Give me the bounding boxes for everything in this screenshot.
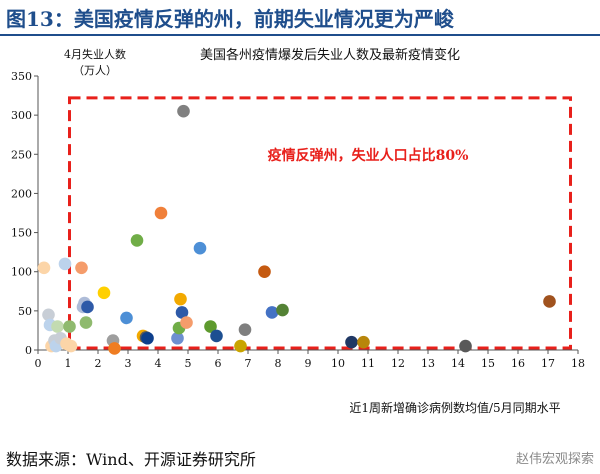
x-tick-label: 16 bbox=[511, 357, 525, 370]
x-tick-label: 6 bbox=[215, 357, 222, 370]
data-point bbox=[81, 300, 94, 314]
x-tick-label: 7 bbox=[245, 357, 252, 370]
x-tick-label: 8 bbox=[275, 357, 282, 370]
data-point bbox=[276, 303, 289, 317]
data-point bbox=[51, 320, 64, 333]
x-tick-label: 3 bbox=[125, 357, 132, 370]
data-point bbox=[97, 286, 111, 300]
data-point bbox=[357, 335, 370, 349]
data-point bbox=[171, 331, 184, 345]
x-tick-label: 4 bbox=[155, 357, 162, 370]
data-point bbox=[175, 306, 189, 319]
data-point bbox=[210, 329, 223, 343]
watermark: 赵伟宏观探索 bbox=[515, 452, 594, 467]
data-point bbox=[79, 316, 93, 329]
annotation-text: 疫情反弹州，失业人口占比80% bbox=[268, 147, 469, 164]
data-point bbox=[543, 295, 556, 308]
data-point bbox=[265, 306, 279, 319]
data-point bbox=[37, 261, 51, 275]
x-tick-label: 18 bbox=[571, 357, 585, 370]
scatter-chart: 美国各州疫情爆发后失业人数及最新疫情变化 4月失业人数 （万人） 0501001… bbox=[11, 47, 585, 415]
y-tick-label: 200 bbox=[11, 187, 32, 200]
figure-header: 图13：美国疫情反弹的州，前期失业情况更为严峻 bbox=[0, 0, 600, 36]
x-axis-label: 近1周新增确诊病例数均值/5月同期水平 bbox=[349, 400, 560, 415]
x-tick-label: 10 bbox=[331, 357, 345, 370]
x-tick-label: 12 bbox=[391, 357, 405, 370]
data-point bbox=[459, 339, 472, 353]
x-tick-label: 13 bbox=[421, 357, 435, 370]
y-tick-label: 50 bbox=[18, 305, 32, 318]
y-tick-label: 100 bbox=[11, 266, 32, 279]
y-axis-label-line1: 4月失业人数 bbox=[64, 48, 126, 61]
figure-title: 图13：美国疫情反弹的州，前期失业情况更为严峻 bbox=[6, 7, 454, 31]
data-point bbox=[120, 311, 133, 325]
x-tick-label: 15 bbox=[481, 357, 495, 370]
y-tick-label: 350 bbox=[11, 70, 32, 83]
data-point bbox=[154, 206, 168, 220]
source-note: 数据来源：Wind、开源证券研究所 bbox=[6, 450, 256, 469]
y-tick-label: 150 bbox=[11, 227, 32, 240]
y-tick-label: 0 bbox=[25, 344, 32, 357]
data-point bbox=[108, 342, 121, 355]
x-tick-label: 0 bbox=[35, 357, 42, 370]
y-axis-label-line2: （万人） bbox=[73, 64, 117, 77]
data-point bbox=[42, 308, 55, 322]
data-point bbox=[238, 323, 252, 336]
data-point bbox=[193, 241, 207, 255]
data-point bbox=[180, 316, 193, 329]
data-point bbox=[63, 320, 76, 333]
data-point bbox=[75, 261, 88, 275]
x-tick-label: 5 bbox=[185, 357, 192, 370]
x-tick-label: 17 bbox=[541, 357, 555, 370]
data-point bbox=[64, 339, 78, 353]
chart-title: 美国各州疫情爆发后失业人数及最新疫情变化 bbox=[200, 47, 460, 63]
x-tick-label: 11 bbox=[361, 357, 375, 370]
x-tick-label: 2 bbox=[95, 357, 102, 370]
x-tick-label: 9 bbox=[305, 357, 312, 370]
highlight-box bbox=[68, 96, 572, 350]
y-tick-label: 250 bbox=[11, 148, 32, 161]
data-point bbox=[234, 339, 247, 353]
data-point bbox=[141, 331, 154, 345]
y-tick-label: 300 bbox=[11, 109, 32, 122]
x-tick-label: 14 bbox=[451, 357, 465, 370]
data-point bbox=[204, 320, 217, 333]
data-point bbox=[58, 257, 72, 271]
x-tick-label: 1 bbox=[65, 357, 72, 370]
data-point bbox=[345, 335, 358, 349]
data-point bbox=[174, 292, 187, 306]
data-point bbox=[130, 234, 144, 247]
data-point bbox=[177, 104, 190, 118]
data-point bbox=[258, 265, 271, 279]
